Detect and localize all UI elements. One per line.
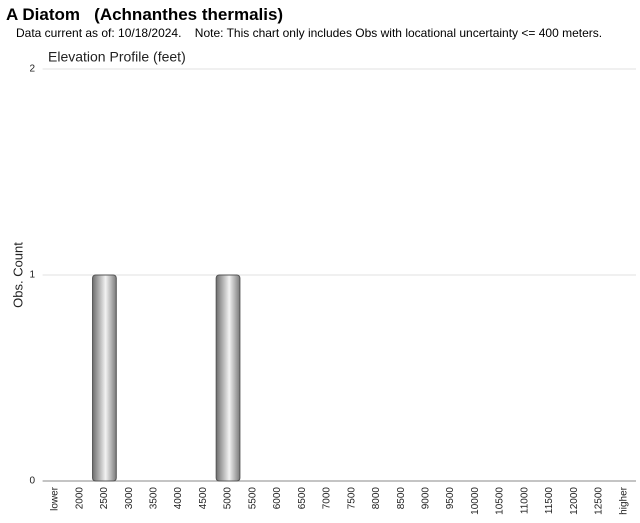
x-tick-label: 4000 xyxy=(173,487,184,510)
x-tick-label: 3000 xyxy=(124,487,135,510)
x-tick-label: 7000 xyxy=(322,487,333,510)
x-tick-label: 3500 xyxy=(149,487,160,510)
bar xyxy=(92,274,117,482)
x-tick-label: 5000 xyxy=(223,487,234,510)
x-tick-label: 4500 xyxy=(198,487,209,510)
x-tick-label: 2500 xyxy=(99,487,110,510)
y-tick-label: 1 xyxy=(29,270,35,281)
x-tick-label: 12500 xyxy=(594,487,605,515)
x-tick-label: 11000 xyxy=(519,487,530,515)
page-subtitle: Data current as of: 10/18/2024. Note: Th… xyxy=(16,26,603,40)
x-tick-label: 9500 xyxy=(445,487,456,510)
x-tick-label: 8000 xyxy=(371,487,382,510)
x-tick-label: 10000 xyxy=(470,487,481,515)
y-axis-label: Obs. Count xyxy=(10,242,25,308)
x-tick-label: 10500 xyxy=(495,487,506,515)
x-tick-label: 11500 xyxy=(544,487,555,515)
x-tick-label: 12000 xyxy=(569,487,580,515)
x-tick-label: 7500 xyxy=(346,487,357,510)
x-tick-label: 5500 xyxy=(247,487,258,510)
page-title: A Diatom (Achnanthes thermalis) xyxy=(6,5,284,24)
x-tick-label: 8500 xyxy=(396,487,407,510)
y-tick-label: 2 xyxy=(29,64,35,75)
x-tick-label: 2000 xyxy=(74,487,85,510)
x-tick-label: 9000 xyxy=(420,487,431,510)
bar xyxy=(215,274,241,482)
x-tick-label: lower xyxy=(50,486,61,511)
y-tick-label: 0 xyxy=(29,476,35,487)
chart-title: Elevation Profile (feet) xyxy=(48,49,186,65)
x-tick-label: higher xyxy=(618,486,629,514)
x-tick-label: 6500 xyxy=(297,487,308,510)
x-tick-label: 6000 xyxy=(272,487,283,510)
